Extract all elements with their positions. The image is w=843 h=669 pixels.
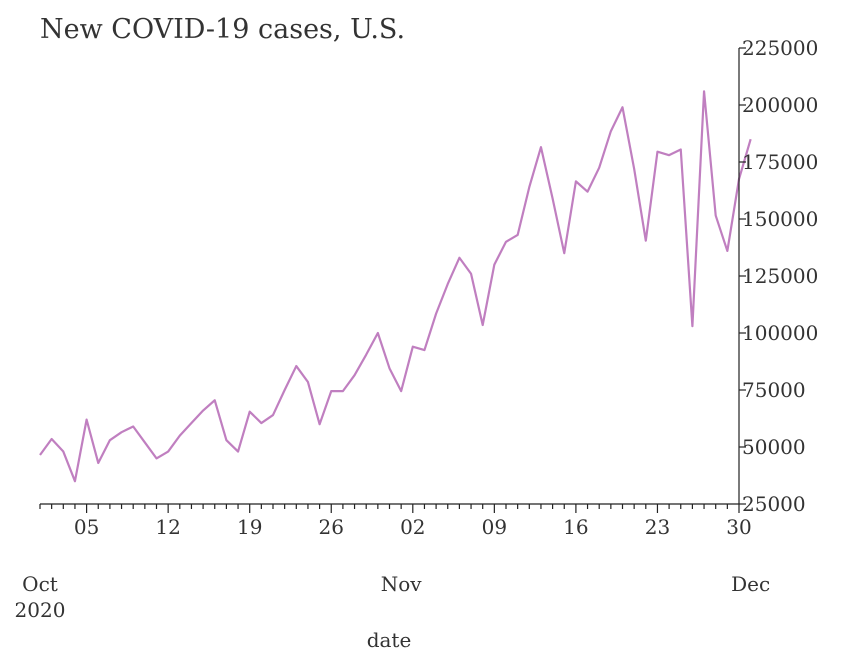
x-tick-label: 05 bbox=[74, 515, 99, 539]
series-layer bbox=[39, 90, 752, 483]
x-tick-label: 16 bbox=[563, 515, 588, 539]
x-tick-label: 19 bbox=[237, 515, 262, 539]
x-month-label: Nov bbox=[381, 572, 423, 596]
y-tick-label: 150000 bbox=[742, 207, 818, 231]
x-tick-label: 23 bbox=[645, 515, 670, 539]
x-month-label: Dec bbox=[731, 572, 770, 596]
y-tick-label: 75000 bbox=[742, 378, 806, 402]
x-tick-label: 26 bbox=[319, 515, 344, 539]
x-tick-label: 30 bbox=[726, 515, 751, 539]
x-tick-label: 02 bbox=[400, 515, 425, 539]
x-month-label: Oct bbox=[22, 572, 58, 596]
y-tick-label: 175000 bbox=[742, 150, 818, 174]
chart-title: New COVID-19 cases, U.S. bbox=[40, 14, 405, 45]
y-tick-label: 100000 bbox=[742, 321, 818, 345]
y-tick-label: 50000 bbox=[742, 435, 806, 459]
series-line bbox=[39, 90, 752, 483]
y-tick-label: 225000 bbox=[742, 36, 818, 60]
x-axis-label: date bbox=[367, 628, 412, 652]
y-tick-label: 125000 bbox=[742, 264, 818, 288]
x-tick-label: 09 bbox=[482, 515, 507, 539]
x-tick-label: 12 bbox=[155, 515, 180, 539]
y-tick-label: 200000 bbox=[742, 93, 818, 117]
x-year-label: 2020 bbox=[15, 598, 66, 622]
y-tick-label: 25000 bbox=[742, 492, 806, 516]
y-axis: 25000 50000 75000 100000 125000 150000 175000 2… bbox=[738, 36, 818, 516]
